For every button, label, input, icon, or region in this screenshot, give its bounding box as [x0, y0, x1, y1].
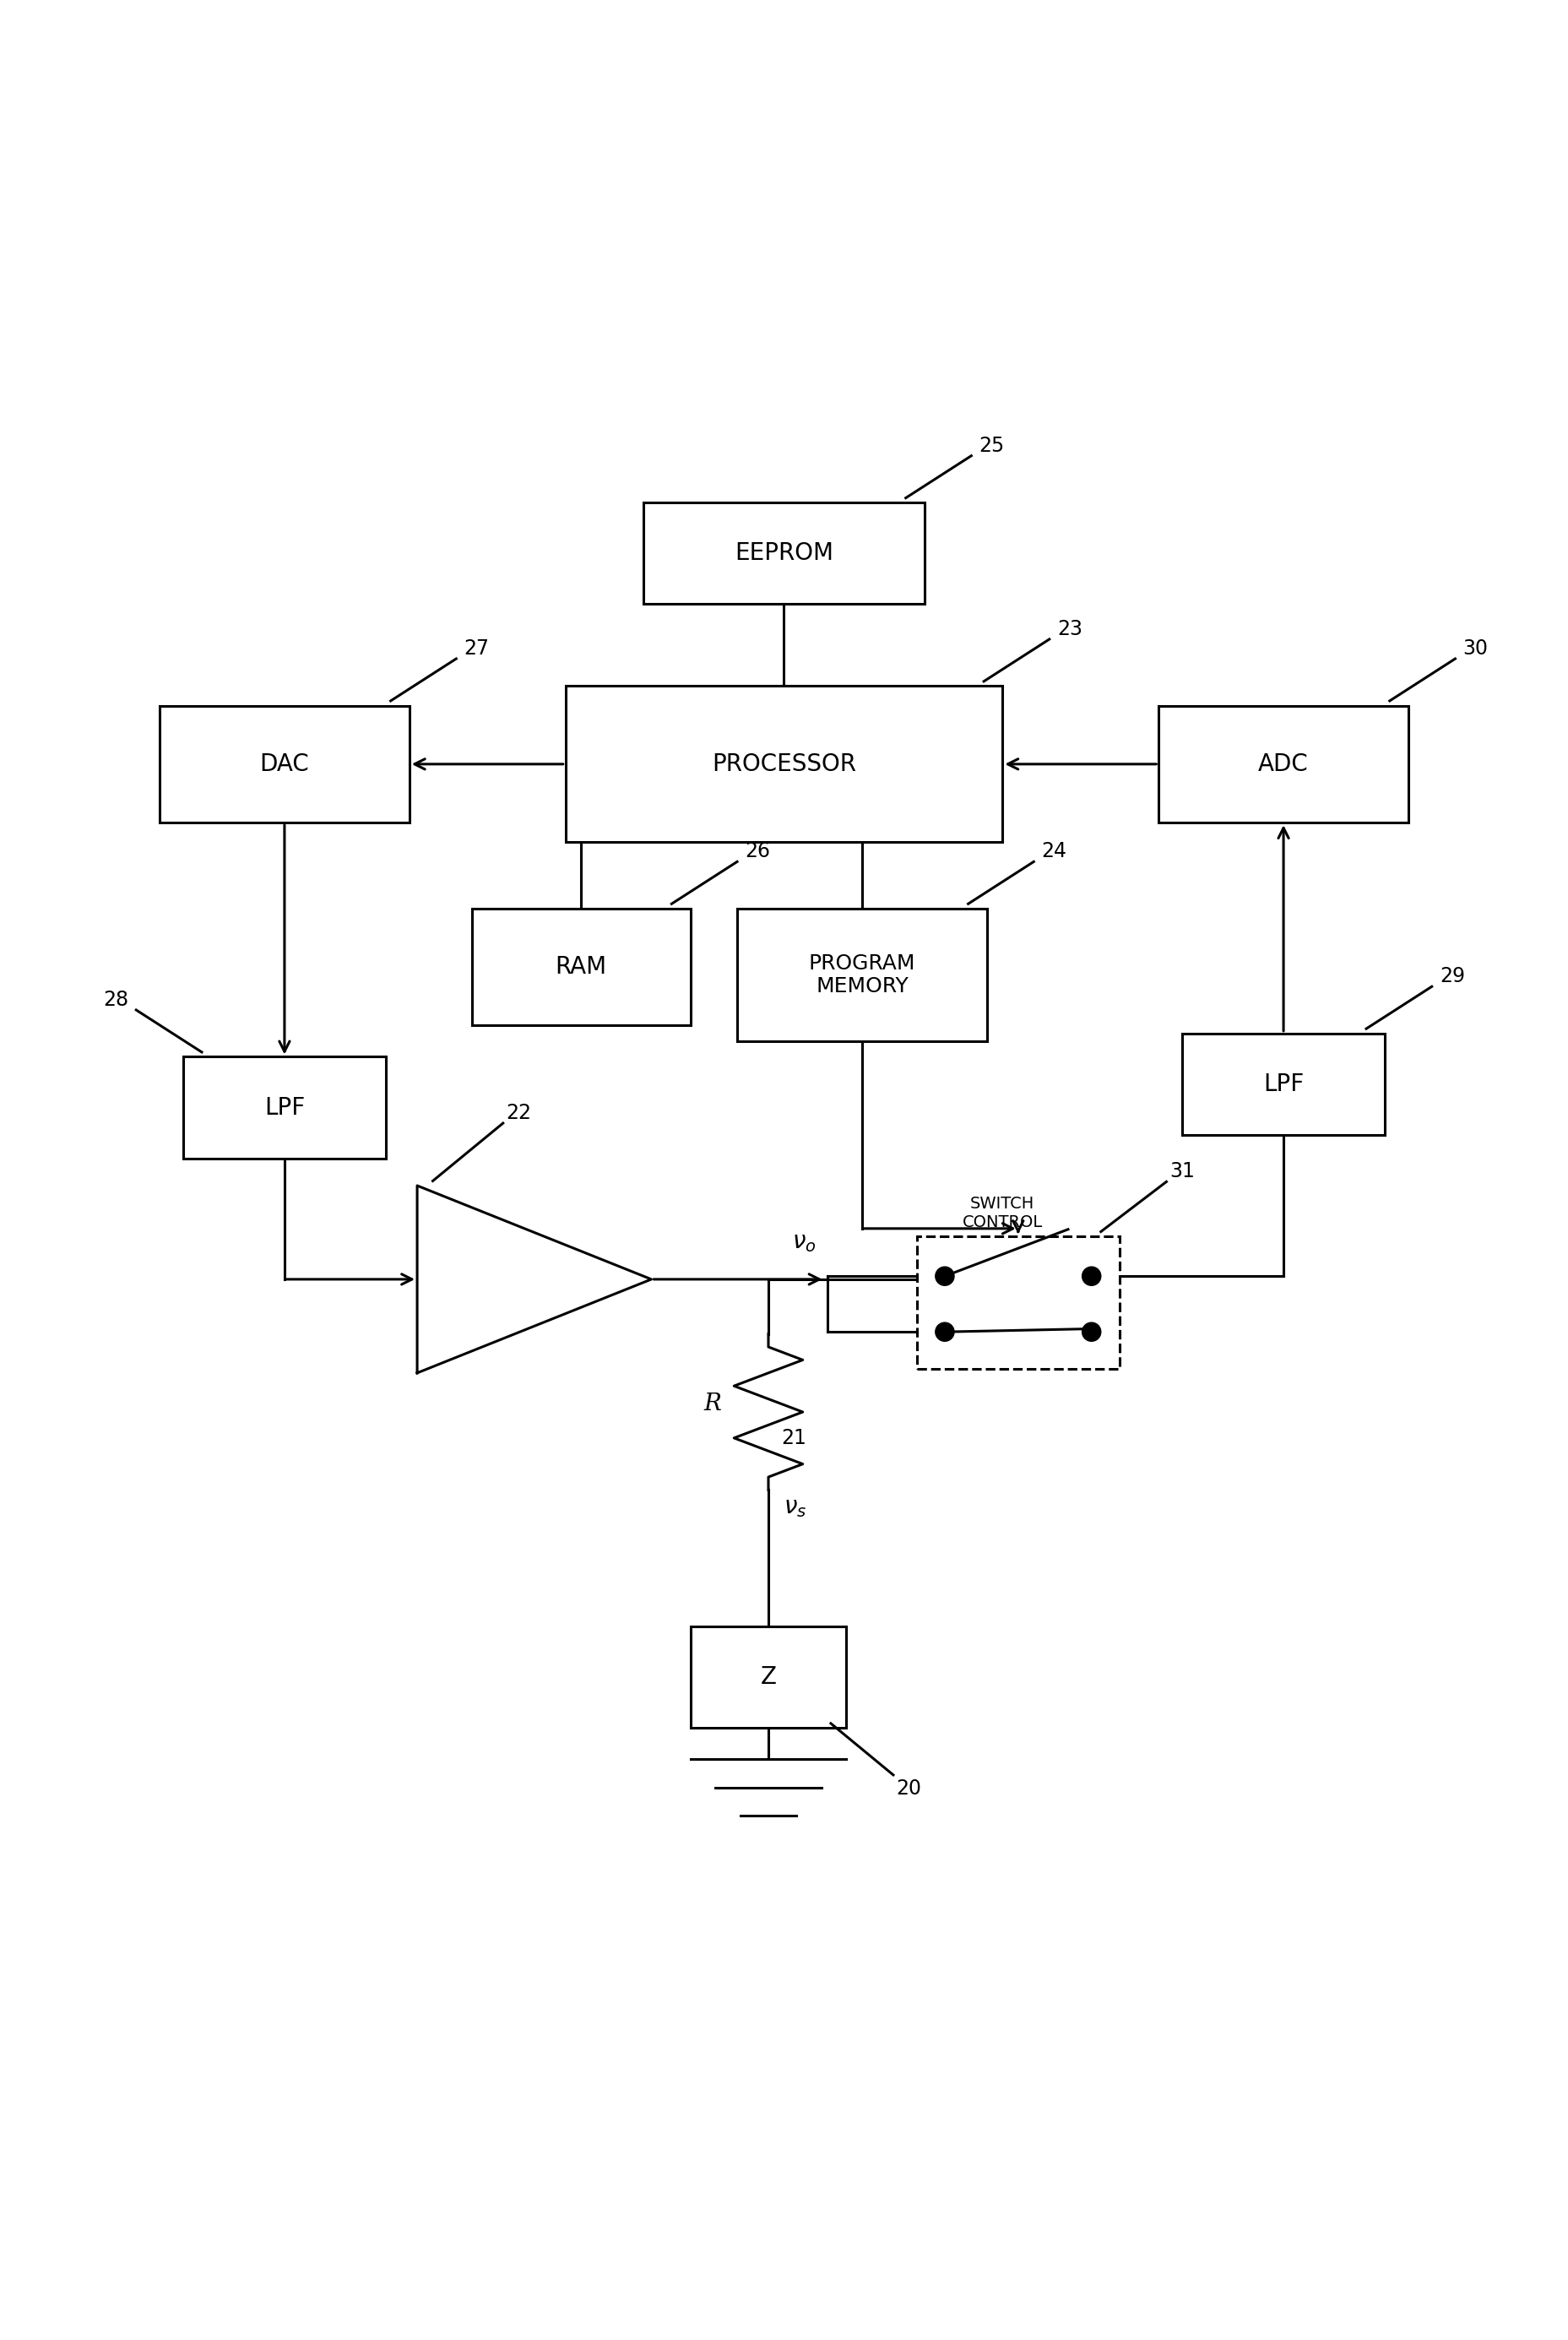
Bar: [917, 1236, 1120, 1369]
Bar: [1182, 1034, 1385, 1135]
Text: 24: 24: [1041, 842, 1066, 861]
Text: LPF: LPF: [263, 1095, 304, 1119]
Text: PROGRAM
MEMORY: PROGRAM MEMORY: [809, 952, 916, 997]
Bar: [160, 707, 409, 824]
Text: ADC: ADC: [1258, 751, 1309, 777]
Circle shape: [936, 1266, 955, 1285]
Text: R: R: [704, 1392, 721, 1416]
Text: 28: 28: [103, 990, 129, 1011]
Text: EEPROM: EEPROM: [734, 541, 834, 566]
Text: $\nu_o$: $\nu_o$: [792, 1231, 817, 1254]
Text: SWITCH
CONTROL: SWITCH CONTROL: [963, 1196, 1043, 1231]
Text: 21: 21: [781, 1427, 806, 1448]
Text: 20: 20: [897, 1778, 922, 1799]
Circle shape: [1082, 1266, 1101, 1285]
Bar: [690, 1626, 847, 1729]
Text: $\nu_s$: $\nu_s$: [784, 1495, 808, 1519]
Text: RAM: RAM: [555, 955, 607, 978]
Bar: [566, 686, 1002, 842]
Text: 26: 26: [745, 842, 770, 861]
Text: 25: 25: [978, 435, 1005, 456]
Text: LPF: LPF: [1264, 1072, 1305, 1095]
Circle shape: [936, 1322, 955, 1341]
Text: Z: Z: [760, 1666, 776, 1689]
Bar: [183, 1058, 386, 1158]
Text: DAC: DAC: [260, 751, 309, 777]
Text: PROCESSOR: PROCESSOR: [712, 751, 856, 777]
Text: 30: 30: [1463, 639, 1488, 660]
Bar: [472, 908, 690, 1025]
Text: 22: 22: [506, 1102, 532, 1123]
Text: 27: 27: [464, 639, 489, 660]
Bar: [737, 908, 986, 1041]
Bar: [643, 503, 925, 604]
Text: 23: 23: [1057, 620, 1082, 639]
Text: 29: 29: [1439, 966, 1465, 987]
Circle shape: [1082, 1322, 1101, 1341]
Bar: [1159, 707, 1408, 824]
Text: 31: 31: [1170, 1161, 1195, 1182]
